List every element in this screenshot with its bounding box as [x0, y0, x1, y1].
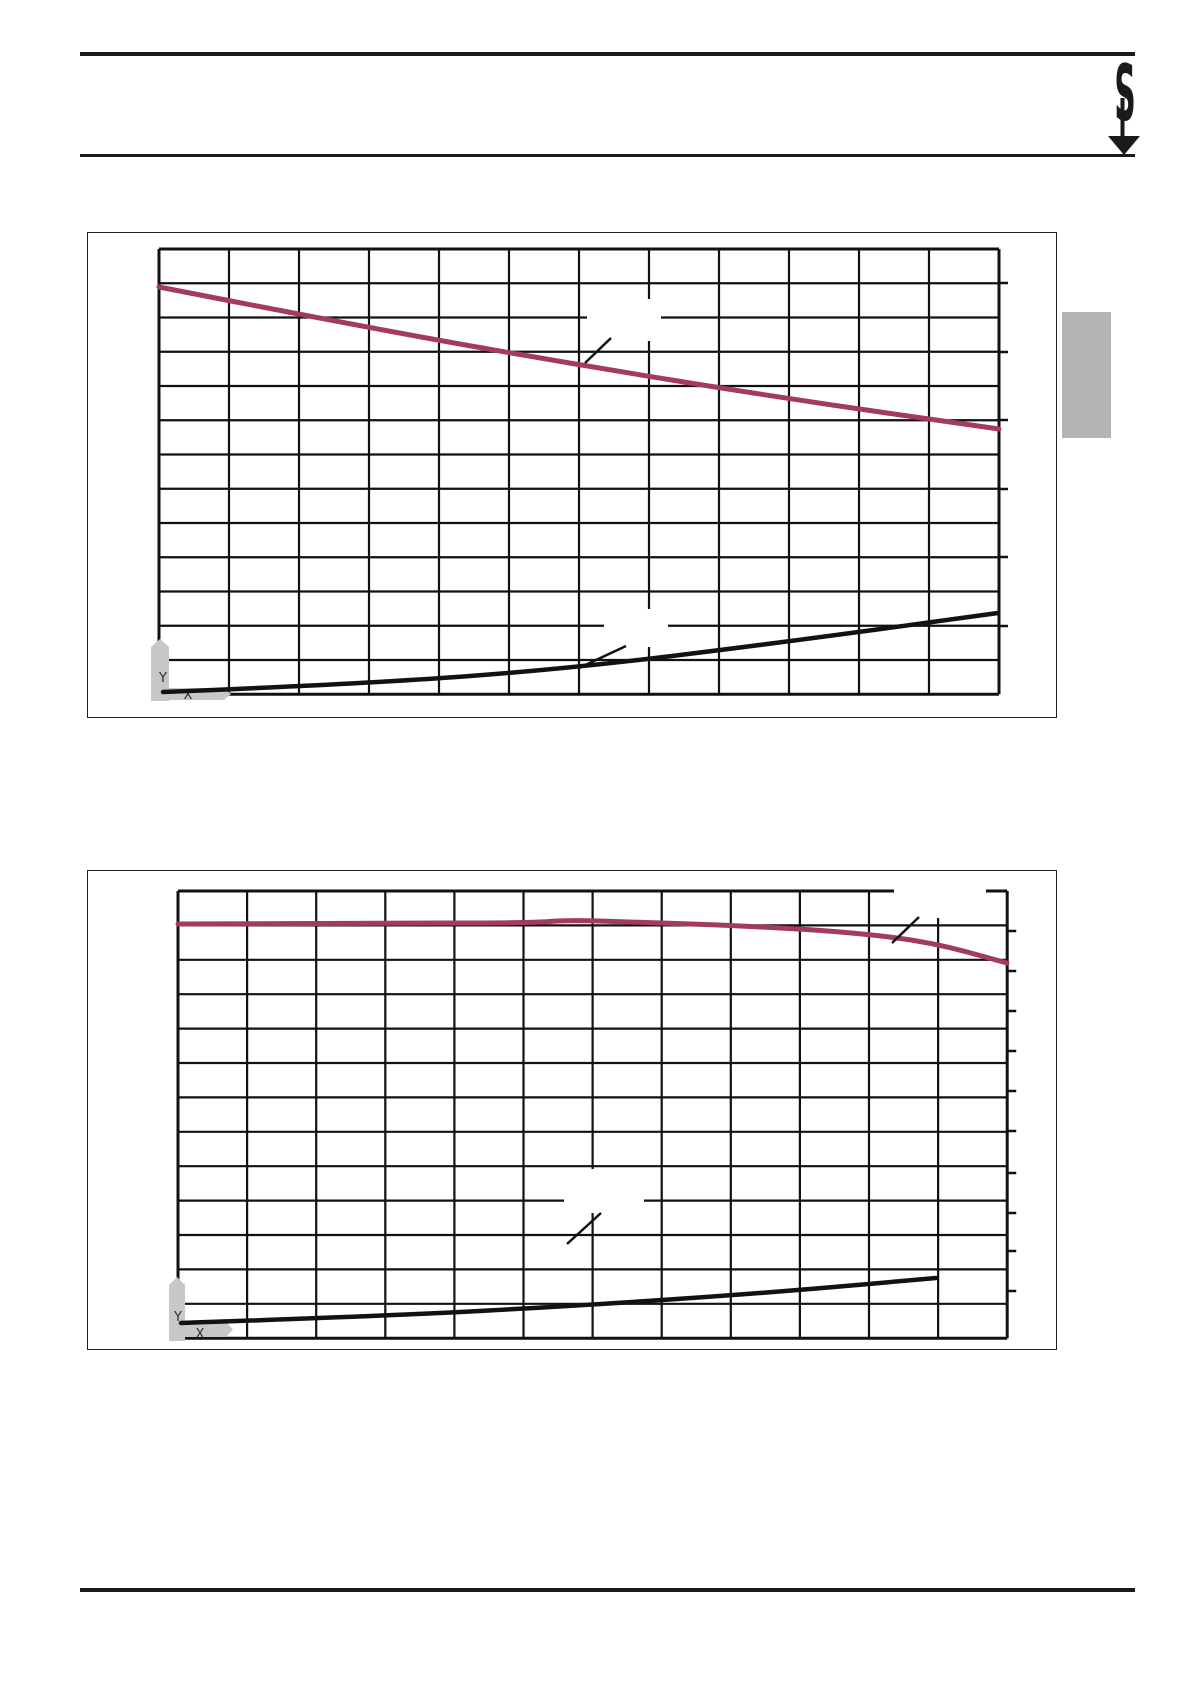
- header-rule-top: [80, 52, 1135, 56]
- y-axis-label: Y: [173, 1310, 182, 1325]
- chart-2-canvas: YX: [169, 873, 1017, 1342]
- section-side-tab: [1062, 312, 1111, 438]
- blank-callout-label: [564, 1169, 644, 1213]
- footer-rule: [80, 1588, 1135, 1592]
- header-rule-bottom: [80, 154, 1135, 157]
- right-axis-ticks: [999, 281, 1008, 628]
- logo-letter: S: [1114, 58, 1135, 139]
- plot-grid: [157, 247, 1001, 696]
- upper-flat-curve: [175, 918, 1010, 966]
- logo-arrow-shaft: [1120, 98, 1125, 138]
- lower-rising-curve: [178, 1275, 939, 1326]
- y-axis-arrow-icon: [151, 639, 169, 701]
- y-axis-label: Y: [158, 671, 167, 686]
- callout-leader-line: [584, 337, 612, 364]
- lower-rising-curve: [160, 610, 1001, 695]
- callout-leader-line: [578, 644, 627, 670]
- x-axis-label: X: [184, 688, 193, 703]
- chart-1-canvas: YX: [151, 247, 1008, 703]
- right-axis-ticks: [1007, 929, 1017, 1293]
- axis-direction-indicator: YX: [169, 1277, 233, 1342]
- s-down-arrow-logo-icon: S: [1108, 58, 1140, 155]
- blank-callout-label: [587, 299, 661, 341]
- x-axis-label: X: [196, 1327, 205, 1342]
- blank-callout-label: [604, 609, 668, 647]
- logo-arrow-head: [1108, 136, 1140, 155]
- plot-grid: [176, 889, 1009, 1340]
- x-axis-arrow-icon: [169, 1322, 233, 1337]
- callout-leader-line: [891, 916, 920, 944]
- upper-declining-line: [156, 284, 1002, 432]
- blank-callout-label: [894, 873, 986, 918]
- callout-leader-line: [566, 1212, 602, 1245]
